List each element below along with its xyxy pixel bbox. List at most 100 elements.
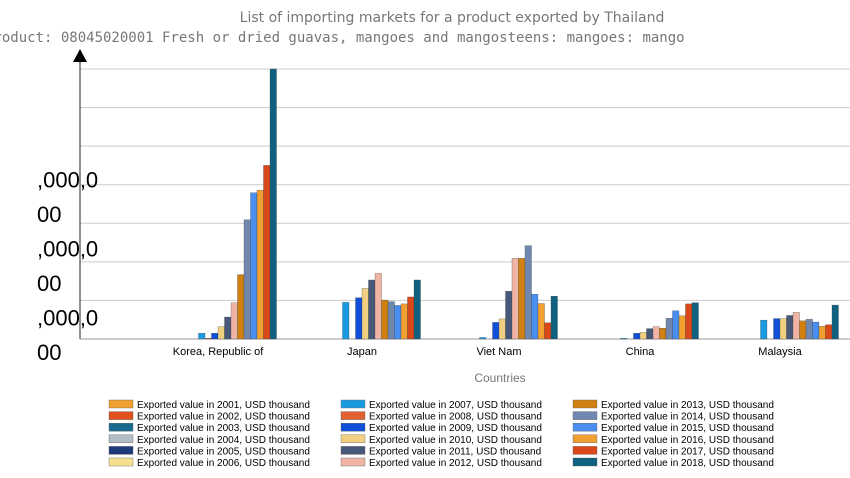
legend-swatch bbox=[340, 457, 366, 467]
legend-label: Exported value in 2016, USD thousand bbox=[601, 435, 774, 446]
bar bbox=[678, 315, 686, 340]
bar bbox=[400, 303, 408, 340]
bar bbox=[544, 322, 552, 340]
bar bbox=[773, 318, 781, 340]
y-tick-label: ,000,0 bbox=[37, 237, 98, 262]
bar bbox=[355, 297, 363, 340]
bar bbox=[659, 328, 667, 340]
x-tick-label: Korea, Republic of bbox=[173, 346, 264, 358]
y-tick-label: ,000,0 bbox=[37, 168, 98, 193]
legend-label: Exported value in 2004, USD thousand bbox=[137, 435, 310, 446]
legend-label: Exported value in 2012, USD thousand bbox=[369, 458, 542, 469]
legend-swatch bbox=[340, 434, 366, 443]
bar bbox=[479, 337, 487, 340]
bar bbox=[230, 302, 238, 340]
legend-swatch bbox=[108, 457, 134, 467]
legend-label: Exported value in 2010, USD thousand bbox=[369, 435, 542, 446]
bar bbox=[381, 299, 389, 340]
legend-label: Exported value in 2001, USD thousand bbox=[137, 400, 310, 411]
x-axis-ticks: Korea, Republic of Japan Viet Nam China Mala… bbox=[173, 346, 803, 358]
bar bbox=[825, 324, 833, 340]
y-tick-label: 00 bbox=[37, 271, 61, 296]
bar bbox=[792, 312, 800, 340]
legend-label: Exported value in 2015, USD thousand bbox=[601, 423, 774, 434]
bar bbox=[387, 301, 395, 340]
bar bbox=[224, 316, 232, 340]
bar bbox=[243, 219, 251, 340]
legend-swatch bbox=[108, 399, 134, 409]
bars bbox=[198, 68, 839, 340]
legend-swatch bbox=[340, 423, 366, 432]
bar bbox=[342, 302, 350, 340]
bar bbox=[374, 273, 382, 340]
bar bbox=[211, 333, 219, 340]
y-axis-arrow-icon bbox=[73, 49, 87, 62]
bar bbox=[831, 304, 839, 340]
bar bbox=[786, 315, 794, 340]
bar bbox=[685, 303, 693, 340]
legend-label: Exported value in 2011, USD thousand bbox=[369, 446, 541, 457]
legend-swatch bbox=[340, 399, 366, 409]
bar bbox=[805, 319, 813, 340]
bar bbox=[250, 192, 258, 340]
legend-swatch bbox=[340, 446, 366, 455]
legend-swatch bbox=[108, 434, 134, 443]
legend-swatch bbox=[572, 457, 598, 467]
bar bbox=[394, 305, 402, 340]
bar bbox=[237, 274, 245, 340]
x-tick-label: China bbox=[626, 346, 656, 358]
bar bbox=[652, 326, 660, 340]
bar bbox=[407, 296, 415, 340]
bar bbox=[505, 291, 513, 340]
y-tick-label: ,000,0 bbox=[37, 306, 98, 331]
y-axis-ticks: 00 ,000,0 00 ,000,0 00 ,000,0 bbox=[37, 168, 98, 366]
bar bbox=[368, 279, 376, 340]
bar bbox=[620, 338, 628, 340]
bar bbox=[646, 328, 654, 340]
bar bbox=[511, 258, 519, 340]
bar bbox=[639, 332, 647, 340]
bar bbox=[633, 333, 641, 340]
bar bbox=[672, 310, 680, 340]
legend-swatch bbox=[572, 446, 598, 455]
bar bbox=[691, 302, 699, 340]
bar bbox=[550, 296, 558, 340]
bar bbox=[518, 258, 526, 340]
legend-label: Exported value in 2013, USD thousand bbox=[601, 400, 774, 411]
legend-swatch bbox=[572, 399, 598, 409]
chart-title: List of importing markets for a product … bbox=[240, 10, 665, 26]
x-tick-label: Viet Nam bbox=[476, 346, 521, 358]
legend-label: Exported value in 2014, USD thousand bbox=[601, 412, 774, 423]
bar bbox=[779, 318, 787, 340]
legend-swatch bbox=[108, 446, 134, 455]
legend-swatch bbox=[108, 411, 134, 420]
legend-label: Exported value in 2008, USD thousand bbox=[369, 412, 542, 423]
legend: Exported value in 2001, USD thousandExpo… bbox=[108, 399, 774, 469]
bar bbox=[818, 326, 826, 340]
x-tick-label: Japan bbox=[347, 346, 377, 358]
y-tick-label: 00 bbox=[37, 202, 61, 227]
gridlines bbox=[80, 68, 850, 301]
x-axis-title: Countries bbox=[474, 371, 525, 385]
legend-label: Exported value in 2006, USD thousand bbox=[137, 458, 310, 469]
bar bbox=[760, 319, 768, 340]
legend-label: Exported value in 2017, USD thousand bbox=[601, 446, 774, 457]
legend-label: Exported value in 2002, USD thousand bbox=[137, 412, 310, 423]
bar bbox=[263, 165, 271, 340]
legend-label: Exported value in 2005, USD thousand bbox=[137, 446, 310, 457]
legend-swatch bbox=[572, 423, 598, 432]
bar bbox=[204, 338, 212, 340]
bar bbox=[217, 326, 225, 340]
bar bbox=[524, 245, 532, 340]
bar bbox=[531, 294, 539, 340]
bar bbox=[665, 318, 673, 340]
bar bbox=[269, 68, 277, 340]
bar bbox=[498, 318, 506, 340]
bar bbox=[198, 333, 206, 340]
legend-swatch bbox=[572, 411, 598, 420]
bar bbox=[361, 288, 369, 340]
legend-label: Exported value in 2018, USD thousand bbox=[601, 458, 774, 469]
bar bbox=[537, 303, 545, 340]
x-tick-label: Malaysia bbox=[758, 346, 802, 358]
